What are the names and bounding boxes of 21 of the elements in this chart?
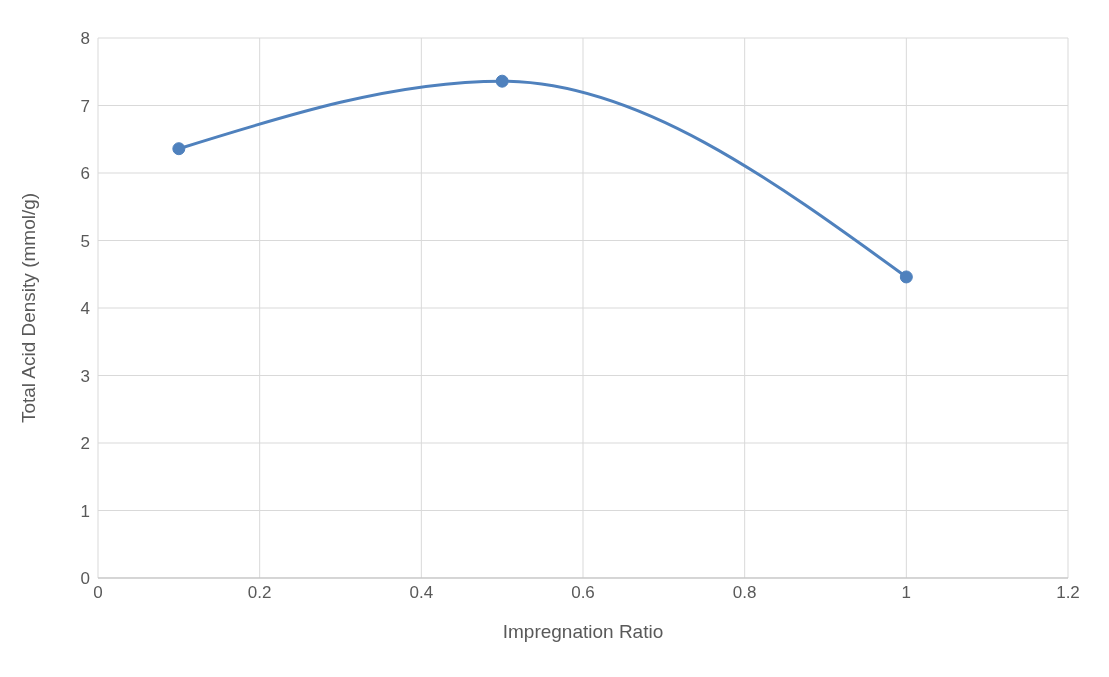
y-tick-label: 1: [80, 501, 90, 521]
x-tick-label: 0.8: [732, 583, 757, 603]
y-tick-label: 6: [80, 164, 90, 184]
y-tick-label: 2: [80, 434, 90, 454]
y-tick-label: 0: [80, 569, 90, 589]
point: [899, 270, 913, 284]
x-tick-label: 0: [93, 583, 103, 603]
point: [495, 74, 509, 88]
x-tick-label: 0.4: [409, 583, 434, 603]
y-axis-title: Total Acid Density (mmol/g): [17, 192, 39, 424]
y-tick-label: 5: [80, 231, 90, 251]
y-tick-label: 3: [80, 366, 90, 386]
point: [172, 142, 186, 156]
x-tick-label: 1.2: [1056, 583, 1080, 603]
x-axis-title: Impregnation Ratio: [502, 621, 664, 642]
y-tick-label: 7: [80, 96, 90, 116]
x-tick-label: 0.2: [247, 583, 272, 603]
y-tick-label: 4: [80, 299, 90, 319]
y-tick-label: 8: [80, 29, 90, 49]
x-tick-label: 0.6: [571, 583, 595, 603]
x-tick-label: 1: [901, 583, 912, 603]
